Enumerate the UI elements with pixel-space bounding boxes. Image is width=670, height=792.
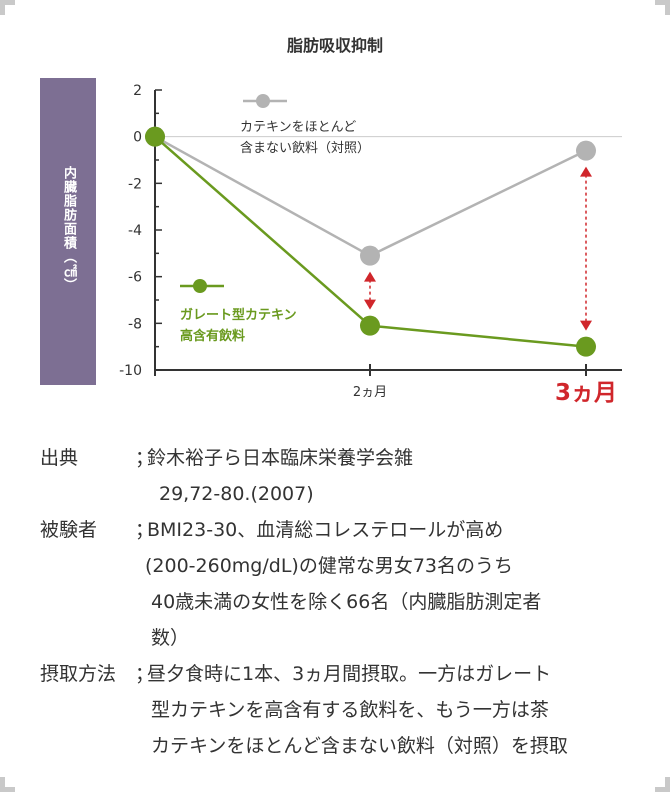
y-tick-label: -6 [128,270,142,286]
y-tick-label: 2 [133,83,142,99]
subjects-text-line4: 数） [151,627,190,649]
source-sep: ； [135,447,155,469]
method-text: 昼夕食時に1本、3ヵ月間摂取。一方はガレート 型カテキンを高含有する飲料を、もう… [147,656,637,764]
y-tick-label: 0 [133,130,142,146]
series-1-point [576,140,596,161]
study-caption: 出典 ； 鈴木裕子ら日本臨床栄養学会雑 29,72-80.(2007) 被験者 … [40,440,640,764]
series-line-1 [154,135,587,258]
caption-subjects: 被験者 ； BMI23-30、血清総コレステロールが高め (200-260mg/… [40,512,640,656]
legend-marker-2 [193,279,207,293]
source-text-line1: 鈴木裕子ら日本臨床栄養学会雑 [147,447,414,469]
subjects-text-line1: BMI23-30、血清総コレステロールが高め [147,519,504,541]
legend-label-2-line1: ガレート型カテキン [180,307,297,323]
legend-label-2-line2: 高含有飲料 [180,328,245,344]
legend-marker-1 [256,94,270,108]
legend-label-1-line1: カテキンをほとんど [240,120,356,135]
subjects-text: BMI23-30、血清総コレステロールが高め (200-260mg/dL)の健常… [145,512,637,656]
difference-arrow-head-up [580,166,592,177]
source-label: 出典 [40,447,79,469]
series-2-point [360,315,380,336]
subjects-text-line3: 40歳未満の女性を除く66名（内臓脂肪測定者 [151,591,542,613]
corner-bottom-left [0,777,15,792]
corner-top-left [0,0,15,15]
subjects-sep: ； [135,519,155,541]
method-text-line2: 型カテキンを高含有する飲料を、もう一方は茶 [151,699,549,721]
y-tick-label: -4 [128,223,142,239]
method-sep: ； [135,663,155,685]
difference-arrow-head-up [364,271,376,282]
y-tick-label: -10 [119,363,142,379]
method-text-line3: カテキンをほとんど含まない飲料（対照）を摂取 [151,735,568,757]
y-tick-label: -8 [128,316,142,332]
legend-label-1-line2: 含まない飲料（対照） [240,140,370,156]
series-2-point [145,126,165,147]
x-tick-label-2: 2ヵ月 [353,385,387,400]
subjects-text-line2: (200-260mg/dL)の健常な男女73名のうち [145,555,514,577]
method-text-line1: 昼夕食時に1本、3ヵ月間摂取。一方はガレート [147,663,552,685]
y-tick-label: -2 [128,176,142,192]
difference-arrow-head-down [364,299,376,310]
series-1-point [360,245,380,266]
series-2-point [576,336,596,357]
line-chart: 2 0 -2 -4 -6 -8 -10 2ヵ月 3ヵ月 カテキンをほとんど含まない飲料（対照） ガレ… [119,83,622,406]
chart-title: 脂肪吸収抑制 [286,36,383,55]
corner-top-right [655,0,670,15]
source-text-line2: 29,72-80.(2007) [159,483,314,505]
source-text: 鈴木裕子ら日本臨床栄養学会雑 29,72-80.(2007) [147,440,637,512]
difference-arrow-head-down [580,320,592,331]
y-axis-label-box: 内臓脂肪面積（㎠） [40,78,96,385]
subjects-label: 被験者 [40,519,98,541]
y-axis-label: 内臓脂肪面積（㎠） [61,166,76,292]
method-label: 摂取方法 [40,663,117,685]
x-tick-label-3: 3ヵ月 [555,380,617,406]
caption-method: 摂取方法 ； 昼夕食時に1本、3ヵ月間摂取。一方はガレート 型カテキンを高含有す… [40,656,640,764]
corner-bottom-right [655,777,670,792]
caption-source: 出典 ； 鈴木裕子ら日本臨床栄養学会雑 29,72-80.(2007) [40,440,640,512]
